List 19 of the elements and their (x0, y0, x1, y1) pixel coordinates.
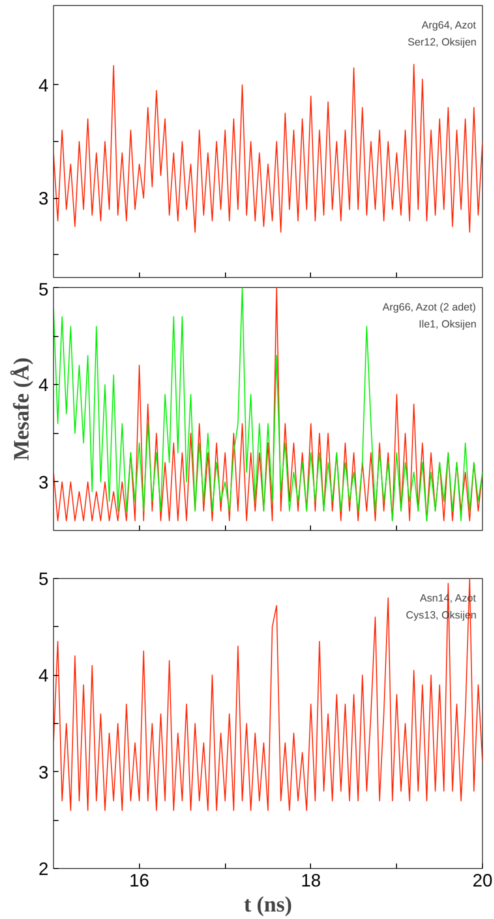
y-tick-label: 4 (38, 75, 49, 96)
x-tick-label: 18 (300, 870, 321, 890)
line-series (54, 64, 482, 233)
y-tick-label: 5 (38, 280, 49, 300)
y-tick-label: 2 (38, 859, 49, 879)
y-tick-label: 3 (38, 188, 49, 209)
x-tick-label: 20 (472, 870, 493, 890)
y-axis-title: Mesafe (Å) (8, 357, 34, 461)
y-tick-label: 4 (38, 666, 49, 686)
annotation: Arg66, Azot (2 adet) Ile1, Oksijen (382, 302, 477, 330)
x-tick-label: 16 (129, 870, 150, 890)
line-series (54, 578, 482, 811)
y-tick-label: 3 (38, 472, 49, 492)
y-tick-label: 3 (38, 762, 49, 782)
line-series (54, 288, 482, 522)
annotation: Arg64, Azot Ser12, Oksijen (408, 20, 477, 48)
y-tick-label: 5 (38, 569, 49, 589)
y-tick-label: 4 (38, 375, 49, 396)
x-axis-title: t (ns) (244, 892, 292, 916)
